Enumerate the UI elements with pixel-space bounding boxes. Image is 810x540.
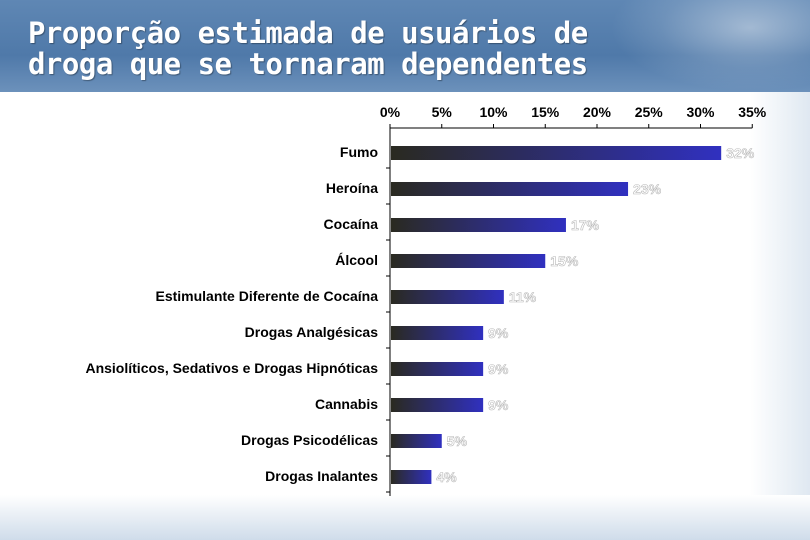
category-labels: Fumo Heroína Cocaína Álcool Estimulante Dife… bbox=[85, 144, 378, 484]
bar bbox=[391, 434, 442, 448]
data-label: 11% bbox=[509, 289, 537, 305]
slide-header bbox=[0, 0, 810, 92]
category-label: Drogas Psicodélicas bbox=[241, 432, 378, 448]
bar bbox=[391, 362, 484, 376]
bar bbox=[391, 182, 629, 196]
category-label: Heroína bbox=[326, 180, 378, 196]
right-decoration bbox=[750, 92, 810, 540]
bar bbox=[391, 218, 566, 232]
data-label: 4% bbox=[436, 469, 457, 485]
category-label: Estimulante Diferente de Cocaína bbox=[155, 288, 378, 304]
x-tick-label: 5% bbox=[432, 104, 453, 120]
smoke-decoration bbox=[610, 0, 810, 92]
x-tick-label: 25% bbox=[635, 104, 664, 120]
x-tick-label: 30% bbox=[686, 104, 715, 120]
bottom-decoration bbox=[0, 495, 810, 540]
bar bbox=[391, 146, 722, 160]
category-label: Drogas Inalantes bbox=[265, 468, 378, 484]
bar bbox=[391, 470, 432, 484]
x-tick-label: 35% bbox=[738, 104, 767, 120]
data-label: 23% bbox=[633, 181, 662, 197]
value-labels: 32% 23% 17% 15% 11% 9% 9% 9% 5% 4% bbox=[436, 145, 755, 486]
data-label: 9% bbox=[488, 325, 509, 341]
bar bbox=[391, 254, 546, 268]
slide-body bbox=[0, 92, 810, 540]
category-label: Fumo bbox=[340, 144, 378, 160]
x-tick-label: 0% bbox=[380, 104, 401, 120]
data-label: 15% bbox=[550, 253, 579, 269]
slide-title: Proporção estimada de usuários de droga … bbox=[28, 16, 588, 81]
x-tick-label: 15% bbox=[531, 104, 560, 120]
data-label: 17% bbox=[571, 217, 600, 233]
category-label: Álcool bbox=[335, 252, 378, 268]
x-tick-label: 10% bbox=[479, 104, 508, 120]
data-label: 32% bbox=[726, 145, 755, 161]
x-axis: 0% 5% 10% 15% 20% 25% 30% 35% bbox=[380, 104, 767, 496]
data-label: 9% bbox=[488, 361, 509, 377]
bar bbox=[391, 290, 504, 304]
data-label: 5% bbox=[447, 433, 468, 449]
category-label: Cannabis bbox=[315, 396, 378, 412]
category-label: Drogas Analgésicas bbox=[245, 324, 379, 340]
bar bbox=[391, 326, 484, 340]
data-label: 9% bbox=[488, 397, 509, 413]
bar bbox=[391, 398, 484, 412]
category-label: Cocaína bbox=[324, 216, 379, 232]
category-label: Ansiolíticos, Sedativos e Drogas Hipnóti… bbox=[85, 360, 378, 376]
bar-series bbox=[391, 146, 722, 484]
x-tick-label: 20% bbox=[583, 104, 612, 120]
